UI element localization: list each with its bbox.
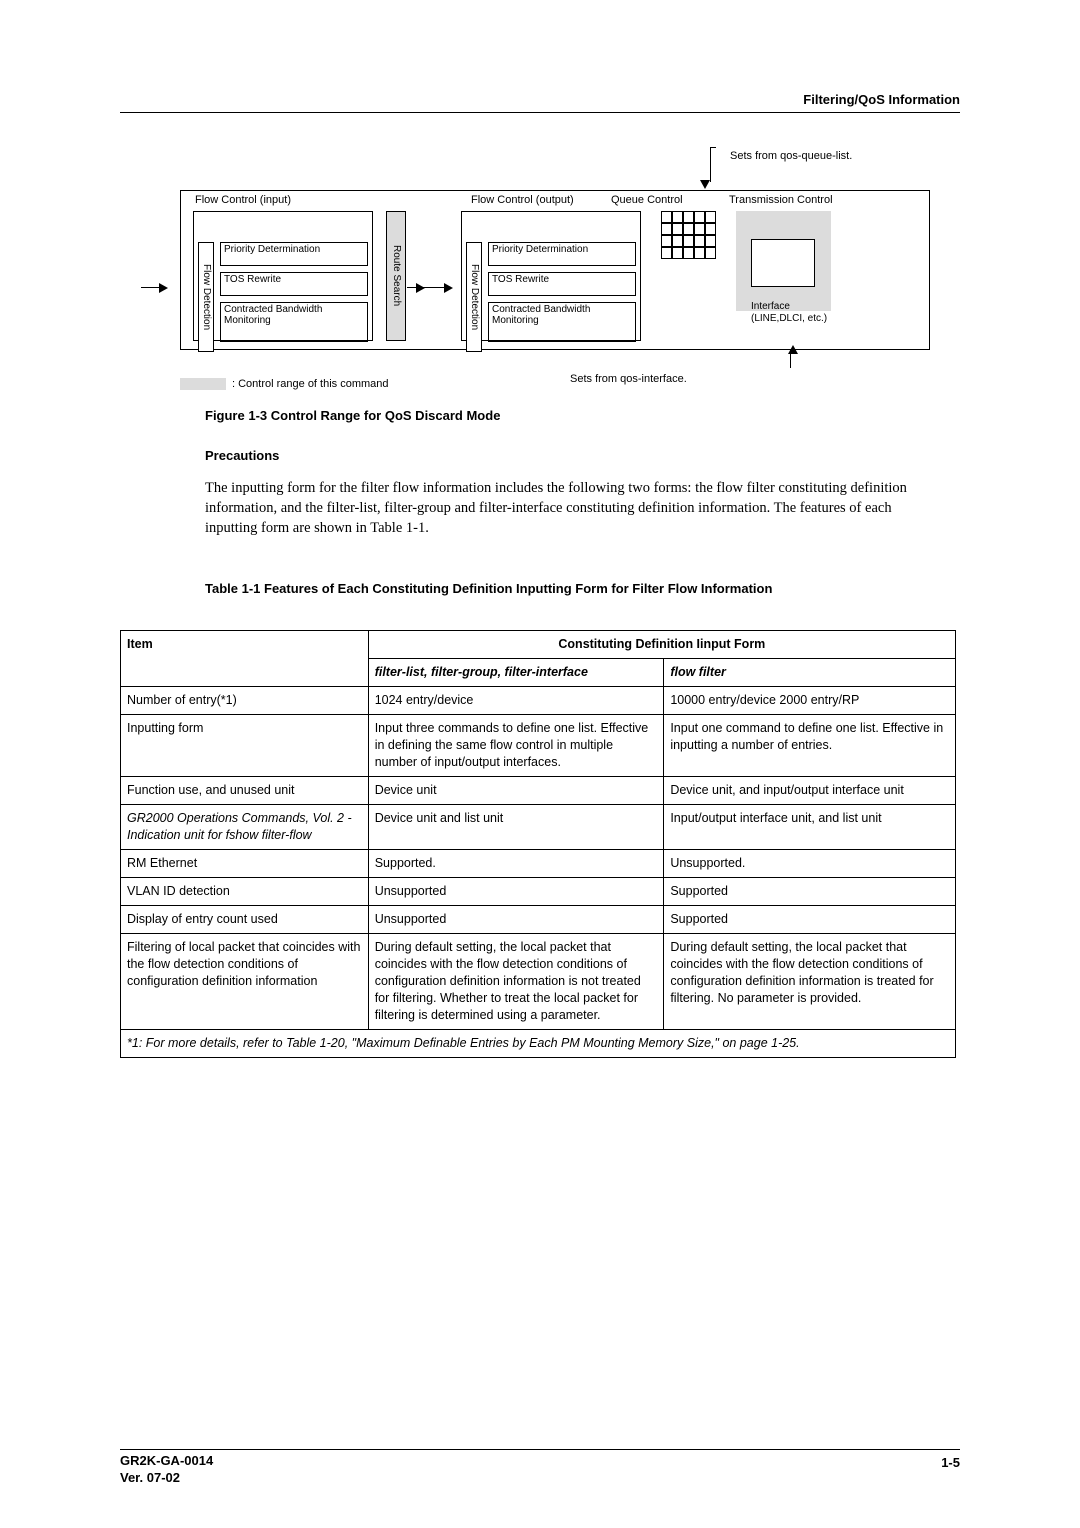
cell-flow-filter: During default setting, the local packet… [664, 934, 956, 1030]
cell-filter-list: Device unit and list unit [368, 805, 664, 850]
features-table: Item Constituting Definition Iinput Form… [120, 630, 956, 1058]
footer-doc-id: GR2K-GA-0014 [120, 1453, 213, 1468]
flow-detection-label: Flow Detection [198, 242, 214, 352]
footer-version: Ver. 07-02 [120, 1470, 180, 1485]
arrow-down-icon [700, 180, 710, 189]
note-sets-qi: Sets from qos-interface. [570, 373, 687, 385]
table-row: VLAN ID detectionUnsupportedSupported [121, 878, 956, 906]
footer-left: GR2K-GA-0014 Ver. 07-02 [120, 1452, 213, 1486]
cell-flow-filter: Input one command to define one list. Ef… [664, 715, 956, 777]
cell-filter-list: Supported. [368, 850, 664, 878]
qos-diagram: Sets from qos-queue-list. Flow Control (… [190, 150, 950, 400]
queue-grid [661, 211, 726, 261]
page-header-right: Filtering/QoS Information [803, 92, 960, 107]
cell-flow-filter: Device unit, and input/output interface … [664, 777, 956, 805]
features-table-body: Number of entry(*1)1024 entry/device1000… [121, 687, 956, 1030]
arrow-up-icon [788, 345, 798, 354]
contracted-bandwidth-box: Contracted Bandwidth Monitoring [220, 302, 368, 342]
note-sets-qql: Sets from qos-queue-list. [730, 150, 852, 162]
table-caption: Table 1-1 Features of Each Constituting … [205, 580, 925, 598]
transmission-control-title: Transmission Control [729, 194, 833, 206]
arrow-right-icon [159, 283, 168, 293]
cell-item: Function use, and unused unit [121, 777, 369, 805]
leader-line [710, 156, 711, 182]
table-row: Display of entry count usedUnsupportedSu… [121, 906, 956, 934]
legend-text: : Control range of this command [232, 378, 389, 390]
fc-input-box: Flow Detection Priority Determination TO… [193, 211, 373, 341]
fc-input-title: Flow Control (input) [195, 194, 291, 206]
table-row: RM EthernetSupported.Unsupported. [121, 850, 956, 878]
flow-line [141, 287, 159, 288]
cell-item: Display of entry count used [121, 906, 369, 934]
cell-filter-list: Unsupported [368, 906, 664, 934]
flow-line [407, 287, 447, 288]
cell-filter-list: Unsupported [368, 878, 664, 906]
cell-flow-filter: Supported [664, 906, 956, 934]
queue-control-title: Queue Control [611, 194, 683, 206]
flow-detection-label: Flow Detection [466, 242, 482, 352]
figure-caption: Figure 1-3 Control Range for QoS Discard… [205, 408, 500, 423]
arrow-right-icon [416, 283, 425, 293]
footer-page-number: 1-5 [941, 1455, 960, 1470]
priority-determination-box: Priority Determination [220, 242, 368, 266]
cell-filter-list: Input three commands to define one list.… [368, 715, 664, 777]
col-header-filter-list: filter-list, filter-group, filter-interf… [368, 659, 664, 687]
cell-flow-filter: Unsupported. [664, 850, 956, 878]
header-rule [120, 112, 960, 113]
table-row: Inputting formInput three commands to de… [121, 715, 956, 777]
cell-item: Number of entry(*1) [121, 687, 369, 715]
cell-item: VLAN ID detection [121, 878, 369, 906]
legend-swatch [180, 378, 226, 390]
cell-filter-list: Device unit [368, 777, 664, 805]
precautions-heading: Precautions [205, 448, 279, 463]
interface-box [751, 239, 815, 287]
table-row: Filtering of local packet that coincides… [121, 934, 956, 1030]
col-header-item: Item [121, 631, 369, 687]
cell-item: Filtering of local packet that coincides… [121, 934, 369, 1030]
footer-rule [120, 1449, 960, 1450]
fc-output-title: Flow Control (output) [471, 194, 574, 206]
cell-flow-filter: Input/output interface unit, and list un… [664, 805, 956, 850]
diagram-outer-box: Flow Control (input) Flow Control (outpu… [180, 190, 930, 350]
tos-rewrite-box: TOS Rewrite [220, 272, 368, 296]
col-header-cdf: Constituting Definition Iinput Form [368, 631, 955, 659]
route-search-box: Route Search [386, 211, 406, 341]
table-row: Number of entry(*1)1024 entry/device1000… [121, 687, 956, 715]
fc-output-box: Flow Detection Priority Determination TO… [461, 211, 641, 341]
interface-label: Interface(LINE,DLCI, etc.) [751, 301, 827, 325]
contracted-bandwidth-box: Contracted Bandwidth Monitoring [488, 302, 636, 342]
precautions-paragraph: The inputting form for the filter flow i… [205, 478, 925, 538]
priority-determination-box: Priority Determination [488, 242, 636, 266]
col-header-flow-filter: flow filter [664, 659, 956, 687]
cell-filter-list: 1024 entry/device [368, 687, 664, 715]
cell-flow-filter: Supported [664, 878, 956, 906]
table-footnote: *1: For more details, refer to Table 1-2… [121, 1030, 956, 1058]
table-row: GR2000 Operations Commands, Vol. 2 - Ind… [121, 805, 956, 850]
arrow-right-icon [444, 283, 453, 293]
tos-rewrite-box: TOS Rewrite [488, 272, 636, 296]
table-row: Function use, and unused unitDevice unit… [121, 777, 956, 805]
cell-item: RM Ethernet [121, 850, 369, 878]
cell-flow-filter: 10000 entry/device 2000 entry/RP [664, 687, 956, 715]
cell-filter-list: During default setting, the local packet… [368, 934, 664, 1030]
cell-item: Inputting form [121, 715, 369, 777]
cell-item: GR2000 Operations Commands, Vol. 2 - Ind… [121, 805, 369, 850]
